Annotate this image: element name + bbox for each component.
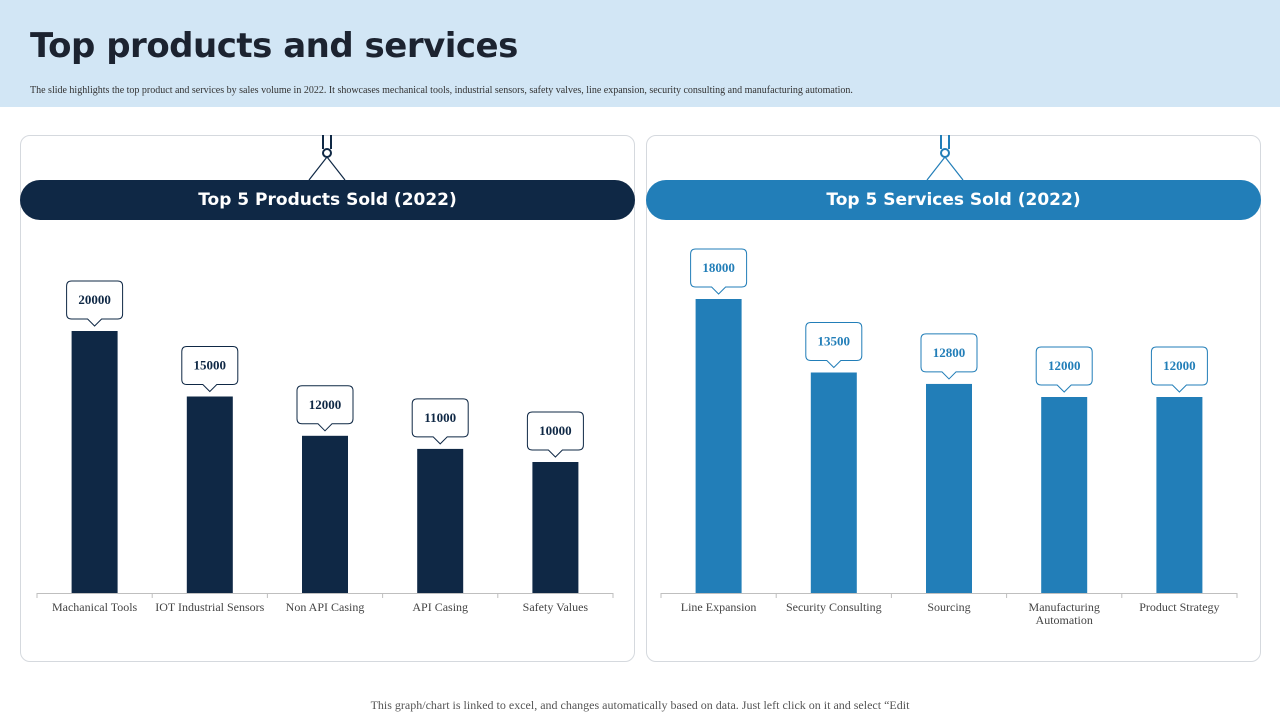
products-category-label: Safety Values: [523, 600, 589, 614]
header-band: Top products and services The slide high…: [0, 0, 1280, 107]
products-bar: [186, 396, 233, 593]
services-value-callout: [690, 248, 748, 295]
products-data-label: 15000: [194, 358, 227, 373]
services-data-label: 18000: [702, 260, 735, 275]
products-category-label: Non API Casing: [286, 600, 365, 614]
services-value-callout: [1150, 346, 1208, 393]
products-category-label: Machanical Tools: [52, 600, 138, 614]
services-data-label: 12800: [933, 345, 966, 360]
services-value-callout: [920, 333, 978, 380]
services-bar: [1041, 397, 1088, 593]
products-chart-title: Top 5 Products Sold (2022): [20, 180, 635, 220]
products-data-label: 12000: [309, 397, 342, 412]
products-category-label: API Casing: [412, 600, 468, 614]
hanger-hook-icon: [926, 135, 964, 181]
products-category-label: IOT Industrial Sensors: [155, 600, 264, 614]
services-value-callout: [1035, 346, 1093, 393]
services-data-label: 12000: [1048, 358, 1081, 373]
products-value-callout: [66, 280, 124, 327]
services-category-label: Sourcing: [927, 600, 970, 614]
products-value-callout: [526, 411, 584, 458]
services-bar: [695, 299, 742, 593]
products-data-label: 10000: [539, 423, 572, 438]
products-bar: [417, 448, 464, 593]
products-value-callout: [181, 346, 239, 393]
page-title: Top products and services: [30, 26, 518, 66]
services-bar: [926, 383, 972, 593]
services-bar: [810, 372, 857, 593]
products-data-label: 11000: [424, 410, 456, 425]
services-category-label: Automation: [1036, 613, 1093, 627]
services-category-label: Line Expansion: [681, 600, 757, 614]
page-subtitle: The slide highlights the top product and…: [30, 85, 853, 96]
services-category-label: Security Consulting: [786, 600, 882, 614]
services-data-label: 13500: [818, 334, 851, 349]
products-value-callout: [296, 385, 354, 432]
products-data-label: 20000: [78, 292, 111, 307]
products-bar: [532, 462, 579, 593]
services-chart-title: Top 5 Services Sold (2022): [646, 180, 1261, 220]
products-value-callout: [411, 398, 469, 445]
products-bar: [71, 331, 118, 593]
services-bar: [1156, 397, 1203, 593]
services-data-label: 12000: [1163, 358, 1196, 373]
footer-note: This graph/chart is linked to excel, and…: [370, 698, 910, 712]
services-category-label: Product Strategy: [1139, 600, 1219, 614]
services-category-label: Manufacturing: [1029, 600, 1100, 614]
services-value-callout: [805, 322, 863, 369]
products-bar: [302, 435, 348, 593]
hanger-hook-icon: [308, 135, 346, 181]
